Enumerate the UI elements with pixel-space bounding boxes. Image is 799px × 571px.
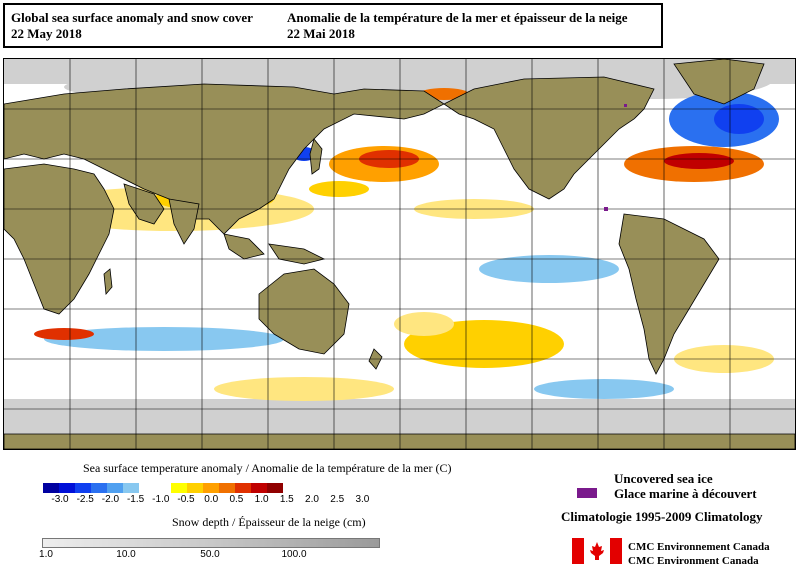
sea-ice-swatch (577, 488, 597, 498)
sst-color-swatch (251, 483, 267, 493)
snow-tick-label: 1.0 (39, 549, 53, 560)
sst-tick-label: 2.0 (305, 494, 319, 505)
sst-tick-label: -2.5 (76, 494, 94, 505)
title-fr: Anomalie de la température de la mer et … (287, 10, 628, 25)
sst-color-swatch (123, 483, 139, 493)
snow-tick-labels: 1.0 10.0 50.0 100.0 (39, 549, 380, 561)
sst-color-swatch (107, 483, 123, 493)
sst-color-swatch (267, 483, 283, 493)
snow-colorbar (42, 538, 380, 548)
snow-tick-label: 10.0 (116, 549, 136, 560)
snow-tick-label: 100.0 (281, 549, 307, 560)
map-panel (3, 58, 796, 450)
snow-legend-title: Snow depth / Épaisseur de la neige (cm) (172, 515, 366, 529)
sst-color-swatch (75, 483, 91, 493)
date-en: 22 May 2018 (11, 26, 82, 41)
date-fr: 22 Mai 2018 (287, 26, 355, 41)
sst-tick-labels: -3.0 -2.5 -2.0 -1.5 -1.0 -0.5 0.0 0.5 1.0 1.5 2.0 2… (42, 494, 372, 506)
sst-tick-label: 2.5 (330, 494, 345, 505)
sea-ice-label-fr: Glace marine à découvert (614, 486, 757, 501)
sst-color-swatch (171, 483, 187, 493)
sst-tick-label: -3.0 (51, 494, 69, 505)
world-map (4, 59, 795, 449)
sst-color-swatch (43, 483, 59, 493)
sst-color-swatch (155, 483, 171, 493)
snow-tick-label: 50.0 (200, 549, 220, 560)
sst-color-swatch (59, 483, 75, 493)
sst-tick-label: -0.5 (177, 494, 195, 505)
credit-fr: CMC Environnement Canada (628, 541, 770, 553)
sst-color-swatch (139, 483, 155, 493)
sst-color-swatch (203, 483, 219, 493)
sst-color-swatch (219, 483, 235, 493)
sst-tick-label: 1.5 (279, 494, 294, 505)
sea-ice-label-en: Uncovered sea ice (614, 471, 713, 486)
sst-legend-title: Sea surface temperature anomaly / Anomal… (83, 461, 452, 475)
sst-tick-label: 0.5 (229, 494, 244, 505)
graticule (4, 59, 795, 449)
sst-tick-label: 3.0 (355, 494, 370, 505)
sst-tick-label: -1.5 (126, 494, 145, 505)
sst-tick-label: 0.0 (204, 494, 219, 505)
sst-tick-label: 1.0 (254, 494, 269, 505)
title-en: Global sea surface anomaly and snow cove… (11, 10, 253, 25)
uncovered-sea-ice (604, 104, 627, 211)
sst-colorbar (43, 483, 283, 493)
sst-tick-label: -1.0 (152, 494, 170, 505)
sst-tick-label: -2.0 (101, 494, 120, 505)
sst-color-swatch (187, 483, 203, 493)
canada-flag-icon (572, 538, 622, 564)
credit-en: CMC Environment Canada (628, 555, 759, 567)
sst-color-swatch (235, 483, 251, 493)
sst-color-swatch (91, 483, 107, 493)
climatology-note: Climatologie 1995-2009 Climatology (561, 509, 763, 524)
title-box: Global sea surface anomaly and snow cove… (3, 3, 663, 48)
